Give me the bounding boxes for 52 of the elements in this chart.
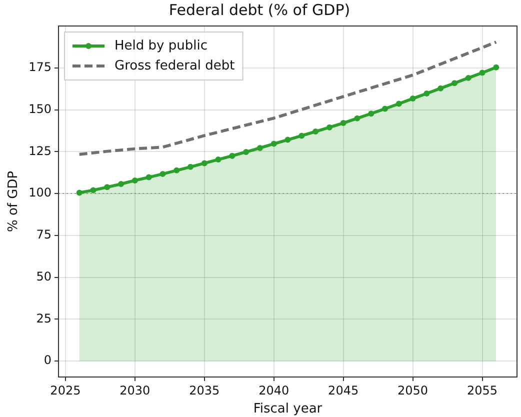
- point: [382, 106, 388, 112]
- point: [298, 132, 305, 139]
- point: [160, 170, 166, 177]
- point: [146, 174, 152, 180]
- point: [76, 190, 82, 196]
- y-tick-label: 50: [36, 269, 52, 284]
- x-tick-label: 2055: [466, 383, 498, 398]
- x-tick-label: 2025: [50, 383, 81, 398]
- legend-label: Gross federal debt: [114, 58, 235, 74]
- point: [201, 160, 208, 166]
- line-series: [78, 40, 498, 156]
- point: [396, 100, 402, 107]
- point: [187, 164, 194, 170]
- y-tick-label: 125: [28, 144, 52, 158]
- y-tick-label: 75: [36, 228, 52, 242]
- point: [243, 148, 250, 155]
- y-axis-title: % of GDP: [6, 170, 22, 232]
- y-tick-label: 100: [28, 186, 52, 200]
- point: [479, 70, 486, 76]
- point: [451, 80, 458, 86]
- point: [284, 136, 291, 143]
- point: [312, 128, 319, 135]
- point: [438, 85, 444, 92]
- point: [118, 180, 124, 187]
- point: [340, 120, 346, 126]
- legend-label: Held by public: [114, 38, 208, 54]
- point: [270, 140, 277, 147]
- y-tick-label: 0: [44, 353, 52, 368]
- point: [174, 167, 180, 174]
- y-tick-label: 150: [28, 102, 52, 116]
- point: [368, 110, 374, 117]
- x-tick-label: 2045: [328, 383, 359, 398]
- x-tick-label: 2040: [258, 383, 290, 398]
- point: [104, 184, 110, 190]
- point: [424, 90, 430, 97]
- point: [465, 74, 472, 81]
- point: [256, 144, 263, 151]
- point: [132, 177, 138, 184]
- point: [493, 64, 500, 70]
- point: [410, 96, 416, 102]
- y-tick-label: 25: [36, 311, 52, 326]
- x-tick-label: 2035: [189, 383, 220, 398]
- point: [215, 156, 222, 163]
- y-tick-label: 175: [28, 60, 52, 74]
- chart-title: Federal debt (% of GDP): [168, 0, 350, 19]
- point: [229, 152, 236, 159]
- x-tick-label: 2030: [120, 383, 150, 398]
- point: [326, 124, 332, 130]
- x-tick-label: 2050: [398, 383, 428, 398]
- x-axis-title: Fiscal year: [253, 402, 323, 417]
- point: [354, 115, 360, 122]
- point: [90, 187, 96, 194]
